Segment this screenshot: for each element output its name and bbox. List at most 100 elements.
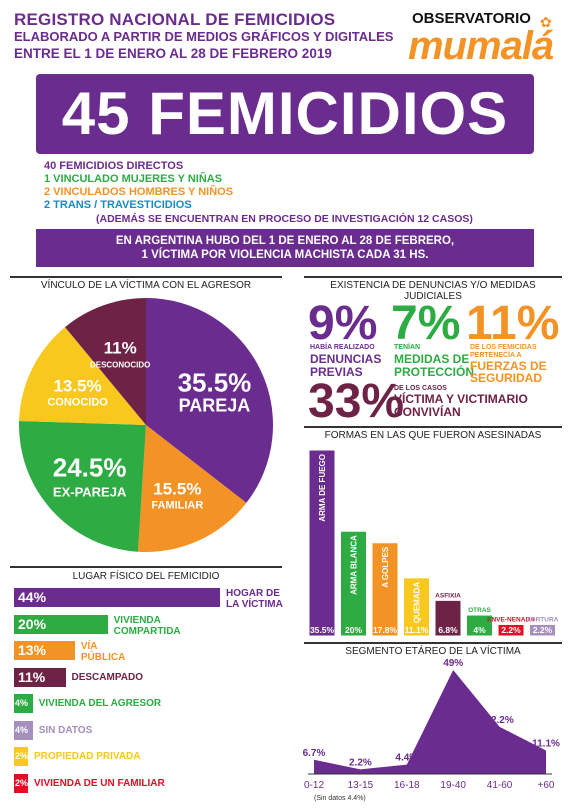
lugar-bar-label-group: SIN DATOS (39, 725, 93, 736)
logo: mumalá (408, 24, 554, 68)
lugar-bar-value: 4% (15, 698, 29, 708)
lugar-bar-label: DESCAMPADO (71, 671, 143, 683)
lugar-bar-label-line2: LA VÍCTIMA (226, 599, 283, 610)
formas-bar-value: 4% (473, 625, 486, 635)
formas-bar-asfixia (434, 599, 462, 637)
pie-chart: 35.5% PAREJA 15.5% FAMILIAR 24.5% EX-PAREJA 13… (8, 290, 288, 560)
formas-bar-arma-de-fuego (308, 449, 336, 637)
lugar-bar-label: VÍA (80, 641, 98, 652)
age-category-label: +60 (538, 780, 555, 791)
age-category-label: 16-18 (394, 780, 420, 791)
lugar-title: LUGAR FÍSICO DEL FEMICIDIO (72, 571, 220, 582)
formas-bar-value: 6.8% (438, 625, 458, 635)
seguridad-small2: PERTENECÍA A (470, 352, 522, 359)
formas-chart: 35.5% ARMA DE FUEGO 20% ARMA BLANCA 17.8% A G… (304, 446, 562, 640)
lugar-bar-value: 20% (18, 615, 47, 632)
denuncias-title-line1: EXISTENCIA DE DENUNCIAS Y/O MEDIDAS (330, 280, 536, 291)
formas-bar-label: TORTURA (527, 616, 559, 623)
formas-bar-label: ENVE-NENADA (487, 616, 535, 623)
pie-category-label: DESCONOCIDO (90, 360, 150, 369)
age-value-label: 22.2% (485, 715, 513, 726)
lugar-bar-label-line2: PÚBLICA (80, 652, 126, 663)
pie-slice-pareja (146, 298, 274, 503)
lugar-bar-value: 2% (15, 777, 29, 788)
divider (304, 426, 562, 428)
butterfly-icon: ✿ (540, 14, 552, 30)
denuncias-small: HABÍA REALIZADO (310, 344, 375, 351)
rate-banner-line1: EN ARGENTINA HUBO DEL 1 DE ENERO AL 28 D… (115, 235, 455, 247)
pie-value-label: 35.5% (178, 367, 252, 397)
formas-title: FORMAS EN LAS QUE FUERON ASESINADAS (324, 430, 542, 441)
formas-bar-label: QUEMADA (413, 582, 422, 624)
pie-value-label: 15.5% (153, 479, 201, 498)
breakdown-investigation-note: (ADEMÁS SE ENCUENTRAN EN PROCESO DE INVE… (96, 213, 473, 225)
denuncias-title-line2: JUDICIALES (404, 291, 462, 302)
formas-bar-label: ARMA DE FUEGO (318, 454, 327, 522)
lugar-bar-via (14, 641, 75, 660)
lugar-bar-label-group: VÍA PÚBLICA (81, 641, 125, 663)
age-category-label: 19-40 (440, 780, 466, 791)
formas-bar-label: OTRAS (468, 607, 491, 614)
lugar-bar-label: SIN DATOS (38, 724, 93, 736)
lugar-bar-label-group: VIVIENDA COMPARTIDA (114, 615, 181, 637)
seguridad-small1: DE LOS FEMICIDAS (470, 344, 537, 351)
lugar-bar-label: VIVIENDA (113, 614, 161, 626)
seguridad-pct: 11% (466, 297, 560, 350)
lugar-bar-value: 44% (18, 589, 47, 605)
lugar-bar-label: HOGAR DE (226, 588, 280, 599)
formas-bar-a-golpes (371, 542, 399, 637)
proteccion-label2: PROTECCIÓN (394, 365, 475, 379)
pie-slice-conocido (19, 327, 146, 425)
rate-banner-line2: 1 VÍCTIMA POR VIOLENCIA MACHISTA CADA 31… (141, 249, 429, 261)
total-femicides-banner: 45 FEMICIDIOS (36, 74, 534, 154)
pie-value-label: 11% (104, 338, 137, 357)
lugar-bar-value: 11% (18, 668, 46, 685)
formas-bar-label: ARMA BLANCA (350, 535, 359, 595)
age-value-label: 11.1% (532, 738, 560, 749)
seguridad-label2: SEGURIDAD (470, 371, 543, 385)
seguridad-label1: FUERZAS DE (470, 359, 547, 373)
formas-bar-value: 11.1% (405, 625, 429, 635)
pie-category-label: EX-PAREJA (53, 484, 127, 499)
lugar-chart: 44% HOGAR DE LA VÍCTIMA 20% VIVIENDA COMPARTI… (14, 588, 296, 808)
lugar-bar-value: 4% (15, 724, 29, 735)
lugar-bar-descampado (14, 667, 66, 687)
divider (304, 276, 562, 278)
formas-bar-value: 17.8% (373, 625, 398, 635)
divider (10, 276, 282, 278)
age-value-label: 4.4% (395, 753, 418, 764)
convivian-label1: VÍCTIMA Y VICTIMARIO (394, 392, 528, 406)
lugar-bar-vivienda-de-un-familiar (14, 773, 28, 793)
lugar-bar-label: VIVIENDA DEL AGRESOR (38, 698, 162, 709)
breakdown-linked-men: 2 VINCULADOS HOMBRES Y NIÑOS (44, 186, 234, 198)
formas-bar-tortura (529, 623, 556, 637)
lugar-bar-label: VIVIENDA DE UN FAMILIAR (34, 777, 165, 789)
formas-bar-enve-nenada (497, 623, 525, 637)
age-value-label: 6.7% (303, 748, 326, 759)
formas-bar-value: 35.5% (310, 625, 335, 635)
lugar-bar-vivienda (14, 614, 108, 634)
lugar-bar-label-line2: COMPARTIDA (113, 625, 181, 637)
lugar-bar-value: 2% (15, 751, 29, 761)
age-area (314, 670, 546, 774)
formas-chart-svg: 35.5% ARMA DE FUEGO 20% ARMA BLANCA 17.8% A G… (308, 449, 559, 637)
lugar-bar-value: 13% (18, 642, 47, 658)
pie-title: VÍNCULO DE LA VÍCTIMA CON EL AGRESOR (40, 280, 252, 291)
age-category-label: 13-15 (348, 780, 374, 791)
proteccion-label1: MEDIDAS DE (394, 352, 470, 366)
pie-value-label: 24.5% (53, 452, 127, 482)
breakdown-direct: 40 FEMICIDIOS DIRECTOS (44, 160, 184, 172)
age-category-label: 0-12 (304, 780, 324, 791)
breakdown-trans: 2 TRANS / TRAVESTICIDIOS (44, 199, 192, 211)
lugar-bar-label-group: HOGAR DE LA VÍCTIMA (226, 588, 283, 610)
rate-banner: EN ARGENTINA HUBO DEL 1 DE ENERO AL 28 D… (36, 229, 534, 267)
pie-slice-desconocido (65, 298, 146, 425)
proteccion-small: TENÍAN (394, 344, 421, 351)
age-note: (Sin datos 4.4%) (314, 795, 366, 802)
pie-category-label: FAMILIAR (151, 499, 203, 511)
pie-slice-familiar (138, 425, 247, 552)
divider (304, 642, 562, 644)
lugar-bar-label: PROPIEDAD PRIVADA (34, 751, 141, 762)
proteccion-pct: 7% (391, 297, 461, 350)
lugar-bar-hogar-de (14, 588, 220, 607)
